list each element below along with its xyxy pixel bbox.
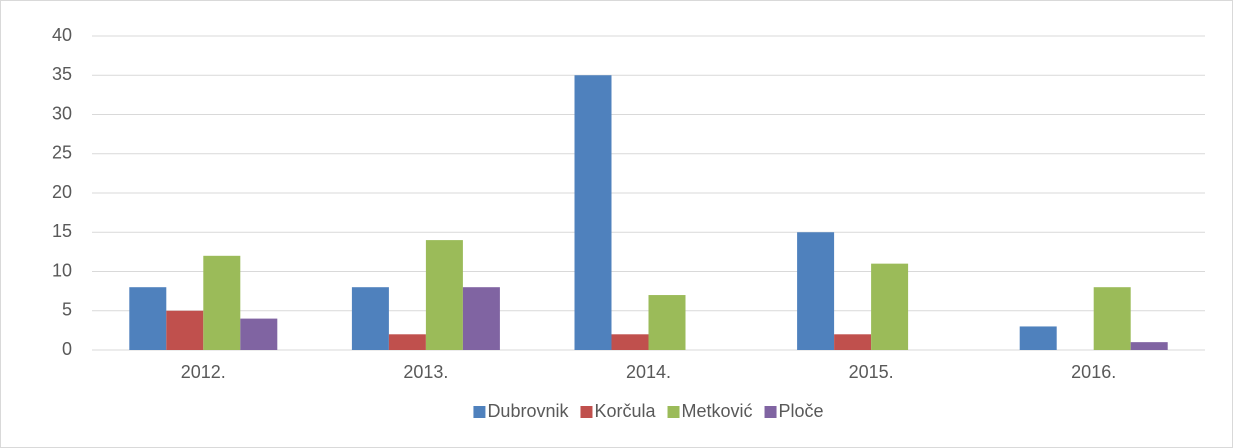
legend-label: Ploče <box>779 401 824 421</box>
y-tick-label: 40 <box>52 25 72 45</box>
y-tick-label: 35 <box>52 64 72 84</box>
x-tick-label: 2013. <box>403 362 448 382</box>
y-tick-label: 5 <box>62 300 72 320</box>
y-tick-label: 25 <box>52 143 72 163</box>
legend-label: Korčula <box>594 401 656 421</box>
bar <box>834 334 872 350</box>
bar <box>240 318 278 350</box>
bar <box>1019 326 1057 350</box>
y-tick-label: 0 <box>62 339 72 359</box>
bar <box>388 334 426 350</box>
bar <box>574 75 612 350</box>
x-tick-label: 2015. <box>849 362 894 382</box>
y-tick-label: 20 <box>52 182 72 202</box>
bar <box>871 263 909 350</box>
legend-swatch <box>764 406 777 418</box>
bar <box>425 240 463 350</box>
y-tick-label: 15 <box>52 221 72 241</box>
bar <box>648 295 686 350</box>
x-tick-label: 2016. <box>1071 362 1116 382</box>
bar <box>129 287 167 350</box>
x-tick-label: 2012. <box>181 362 226 382</box>
legend-swatch <box>473 406 486 418</box>
legend-swatch <box>580 406 593 418</box>
bar <box>203 255 241 350</box>
bar <box>166 310 204 350</box>
y-tick-label: 30 <box>52 103 72 123</box>
x-tick-label: 2014. <box>626 362 671 382</box>
bar <box>351 287 389 350</box>
bar <box>1130 342 1168 350</box>
bar <box>797 232 835 350</box>
legend-swatch <box>667 406 680 418</box>
bar <box>1093 287 1131 350</box>
y-tick-label: 10 <box>52 260 72 280</box>
bar <box>462 287 500 350</box>
bar <box>611 334 649 350</box>
legend-label: Metković <box>682 401 753 421</box>
legend-label: Dubrovnik <box>487 401 569 421</box>
